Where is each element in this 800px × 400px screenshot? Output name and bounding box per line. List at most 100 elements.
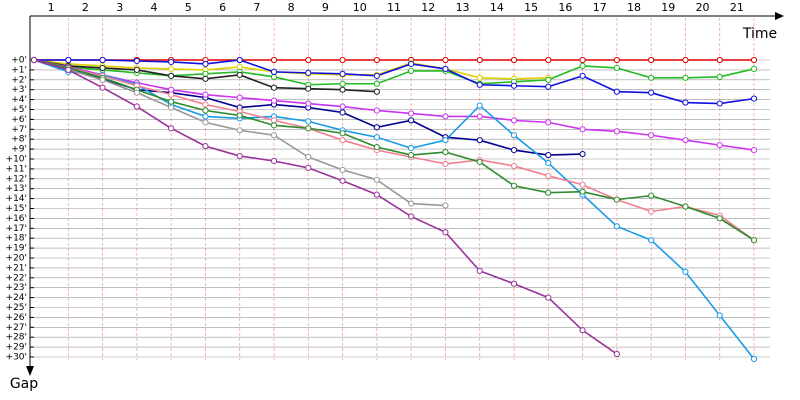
point — [408, 117, 415, 124]
point — [613, 56, 620, 64]
point — [716, 215, 723, 222]
x-tick-label: 17 — [593, 1, 607, 14]
point — [716, 56, 723, 64]
point — [99, 84, 106, 91]
point — [408, 151, 415, 159]
point — [99, 76, 106, 83]
point — [682, 99, 689, 106]
point — [270, 132, 278, 139]
point — [305, 118, 312, 125]
x-tick-label: 5 — [185, 1, 192, 14]
series-line — [33, 59, 755, 241]
point — [750, 146, 758, 154]
point — [168, 125, 175, 132]
y-tick-label: +26' — [6, 313, 27, 323]
point — [373, 176, 380, 183]
point — [510, 146, 518, 154]
point — [408, 60, 415, 68]
y-tick-label: +17' — [6, 224, 27, 234]
point — [442, 160, 449, 168]
point — [750, 355, 758, 363]
y-tick-label: +22' — [6, 273, 27, 283]
x-tick-label: 18 — [627, 1, 641, 14]
point — [750, 56, 758, 64]
point — [133, 57, 140, 65]
x-tick-label: 2 — [82, 1, 89, 14]
point — [408, 110, 415, 117]
point — [579, 188, 586, 195]
point — [339, 56, 346, 64]
point — [99, 56, 106, 64]
point — [716, 312, 723, 319]
point — [236, 152, 243, 160]
point — [716, 100, 723, 107]
y-tick-label: +8' — [11, 135, 27, 145]
y-tick-label: +27' — [6, 323, 27, 333]
series-line — [33, 59, 755, 151]
x-tick-label: 13 — [456, 1, 470, 14]
x-axis-title: Time — [742, 26, 777, 42]
point — [579, 327, 586, 334]
point — [613, 350, 620, 358]
point — [613, 88, 620, 95]
point — [202, 75, 209, 82]
point — [339, 80, 346, 87]
point — [373, 134, 380, 141]
y-tick-label: +10' — [6, 155, 27, 165]
point — [716, 142, 723, 149]
point — [305, 85, 312, 92]
point — [545, 189, 552, 196]
point — [442, 137, 449, 144]
point — [202, 91, 209, 98]
y-tick-label: +9' — [11, 145, 27, 155]
point — [442, 202, 449, 209]
point — [202, 119, 209, 126]
y-tick-label: +25' — [6, 303, 27, 313]
point — [476, 81, 483, 88]
point — [510, 117, 518, 124]
point — [270, 97, 278, 104]
point — [545, 294, 552, 301]
point — [442, 148, 449, 156]
point — [373, 191, 380, 198]
point — [510, 182, 518, 189]
y-tick-label: +4' — [11, 95, 27, 105]
series-line — [33, 59, 755, 241]
y-tick-label: +30' — [6, 353, 27, 363]
y-axis-arrow — [26, 366, 34, 376]
y-tick-label: +15' — [6, 204, 27, 214]
series-line — [34, 59, 755, 105]
y-tick-label: +28' — [6, 333, 27, 343]
y-tick-label: +3' — [11, 85, 27, 95]
point — [202, 70, 209, 77]
x-tick-label: 16 — [558, 1, 572, 14]
point — [648, 192, 655, 199]
point — [339, 70, 346, 77]
y-tick-label: +20' — [6, 254, 27, 264]
point — [168, 86, 175, 93]
point — [510, 56, 518, 64]
y-tick-label: +21' — [6, 263, 27, 273]
x-tick-label: 7 — [253, 1, 260, 14]
point — [648, 89, 655, 96]
point — [65, 66, 72, 74]
point — [168, 65, 175, 73]
y-tick-label: +18' — [6, 234, 27, 244]
point — [442, 229, 449, 236]
point — [545, 119, 552, 126]
point — [682, 203, 689, 210]
x-tick-label: 6 — [219, 1, 226, 14]
point — [579, 181, 586, 188]
point — [750, 237, 758, 244]
point — [613, 128, 620, 135]
point — [648, 132, 655, 139]
y-tick-label: +14' — [6, 194, 27, 204]
point — [202, 113, 209, 120]
point — [408, 145, 415, 152]
point — [408, 200, 415, 207]
point — [682, 268, 689, 275]
point — [202, 101, 209, 108]
series-line — [33, 59, 755, 86]
point — [648, 208, 655, 215]
y-axis-title: Gap — [10, 376, 38, 392]
